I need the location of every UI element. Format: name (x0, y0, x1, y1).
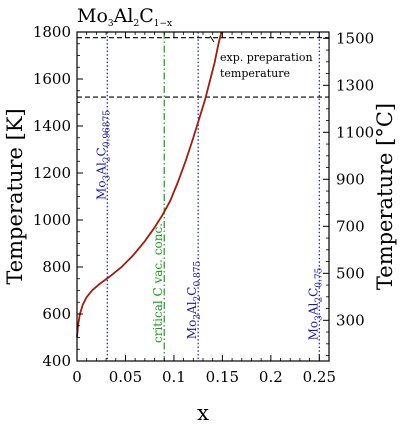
chart-title: Mo3Al2C1−x (77, 5, 172, 29)
plot-frame (76, 31, 330, 362)
label-part: 3 (108, 19, 114, 29)
label-part: Mo (77, 5, 108, 27)
y-tick-label: 1400 (33, 117, 71, 135)
annotation-line-2: temperature (220, 67, 290, 80)
y2-tick-label: 1500 (336, 29, 374, 47)
x-tick-label: 0 (72, 368, 82, 386)
composition-label-1: critical C vac. conc. (151, 223, 165, 343)
y2-tick-label: 1300 (336, 76, 374, 94)
plot-border (76, 31, 330, 362)
label-part: 3 (314, 315, 324, 321)
x-tick-label: 0.2 (259, 368, 283, 386)
label-part: 0.75 (314, 267, 324, 287)
y2-tick-label: 700 (336, 217, 365, 235)
label-part: Mo (306, 321, 320, 341)
y-tick-label: 1200 (33, 164, 71, 182)
label-part: C (306, 288, 320, 297)
y2-tick-label: 500 (336, 264, 365, 282)
text-layer: 0 0.05 0.1 0.15 0.2 0.25 400 600 800 1000 1200 1400… (3, 5, 397, 425)
x-tick-label: 0.1 (162, 368, 186, 386)
annotation-line-1: exp. preparation (220, 51, 313, 64)
label-part: 2 (102, 156, 112, 162)
y-axis-label-right: Temperature [°C] (373, 103, 397, 290)
label-part: 0.875 (193, 261, 203, 287)
y-tick-label: 600 (42, 305, 71, 323)
label-part: 2 (193, 296, 203, 302)
label-part: 3 (193, 314, 203, 320)
x-tick-label: 0.05 (109, 368, 142, 386)
x-tick-label: 0.25 (303, 368, 336, 386)
label-part: C (139, 5, 154, 27)
x-axis-label: x (197, 401, 209, 425)
x-tick-label: 0.15 (206, 368, 239, 386)
label-part: Al (306, 302, 320, 316)
y-axis-label-left: Temperature [K] (3, 108, 27, 284)
label-part: Al (94, 162, 108, 176)
series-layer (76, 31, 223, 338)
y-tick-label: 1800 (33, 23, 71, 41)
y-tick-label: 800 (42, 258, 71, 276)
y-tick-label: 1600 (33, 70, 71, 88)
series-line-0 (76, 31, 223, 338)
annotation-arrow (209, 35, 215, 43)
y2-tick-label: 300 (336, 311, 365, 329)
label-part: 0.96875 (102, 110, 112, 147)
reference-lines (77, 32, 329, 361)
label-part: C (185, 287, 199, 296)
y2-tick-label: 900 (336, 170, 365, 188)
composition-label-2: Mo3Al2C0.875 (185, 261, 203, 340)
composition-label-3: Mo3Al2C0.75 (306, 267, 324, 340)
label-part: C (94, 147, 108, 156)
y-tick-label: 400 (42, 352, 71, 370)
label-part: Mo (185, 320, 199, 340)
label-part: 1−x (154, 19, 172, 29)
label-part: Al (113, 5, 134, 27)
label-part: 2 (133, 19, 139, 29)
tick-layer (76, 31, 329, 362)
label-part: 2 (314, 297, 324, 303)
label-part: Al (185, 301, 199, 315)
composition-label-0: Mo3Al2C0.96875 (94, 110, 112, 200)
label-part: 3 (102, 174, 112, 180)
label-part: Mo (94, 180, 108, 200)
y2-tick-label: 1100 (336, 123, 374, 141)
y-tick-label: 1000 (33, 211, 71, 229)
